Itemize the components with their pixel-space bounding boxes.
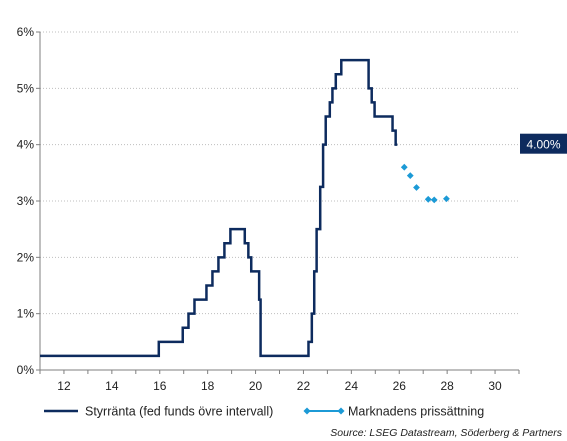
callout-label: 4.00% [526, 138, 560, 152]
market-pricing-point [400, 163, 408, 171]
y-tick-label: 4% [17, 138, 35, 152]
series-line-policy-rate [40, 58, 398, 358]
market-pricing-point [443, 195, 450, 203]
legend-label-market-pricing: Marknadens prissättning [348, 405, 484, 419]
legend-marker-start-diamond-icon [303, 407, 311, 415]
gridlines [40, 31, 519, 315]
legend-item-market-pricing: Marknadens prissättning [303, 405, 484, 419]
market-pricing-point [413, 184, 420, 191]
market-pricing-point [406, 172, 414, 180]
y-tick-label: 1% [17, 307, 35, 321]
y-tick-label: 2% [17, 250, 35, 264]
x-tick-label: 28 [440, 379, 454, 393]
y-tick-label: 5% [17, 81, 35, 95]
legend: Styrränta (fed funds övre intervall) Mar… [44, 405, 484, 419]
x-tick-label: 12 [57, 379, 71, 393]
x-tick-label: 26 [393, 379, 407, 393]
x-tick-label: 22 [297, 379, 311, 393]
last-value-callout: 4.00% [520, 133, 567, 154]
source-note: Source: LSEG Datastream, Söderberg & Par… [330, 427, 562, 439]
y-tick-label: 6% [17, 25, 35, 39]
legend-item-policy-rate: Styrränta (fed funds övre intervall) [44, 405, 273, 419]
x-tick-label: 20 [249, 379, 263, 393]
x-tick-label: 16 [153, 379, 167, 393]
x-tick-label: 18 [201, 379, 215, 393]
legend-marker-end-diamond-icon [337, 407, 345, 415]
x-tick-label: 24 [345, 379, 359, 393]
market-pricing-point [430, 196, 438, 204]
x-tick-label: 30 [488, 379, 502, 393]
legend-label-policy-rate: Styrränta (fed funds övre intervall) [85, 405, 273, 419]
y-tick-label: 3% [17, 194, 35, 208]
series-layer [40, 58, 450, 358]
y-tick-label: 0% [17, 363, 35, 377]
x-tick-label: 14 [105, 379, 119, 393]
callout-box [520, 133, 567, 154]
axes: 0% 1% 2% 3% 4% 5% 6% 12 14 16 18 20 22 24 26 28 30 [17, 25, 520, 393]
market-pricing-point [424, 195, 432, 203]
